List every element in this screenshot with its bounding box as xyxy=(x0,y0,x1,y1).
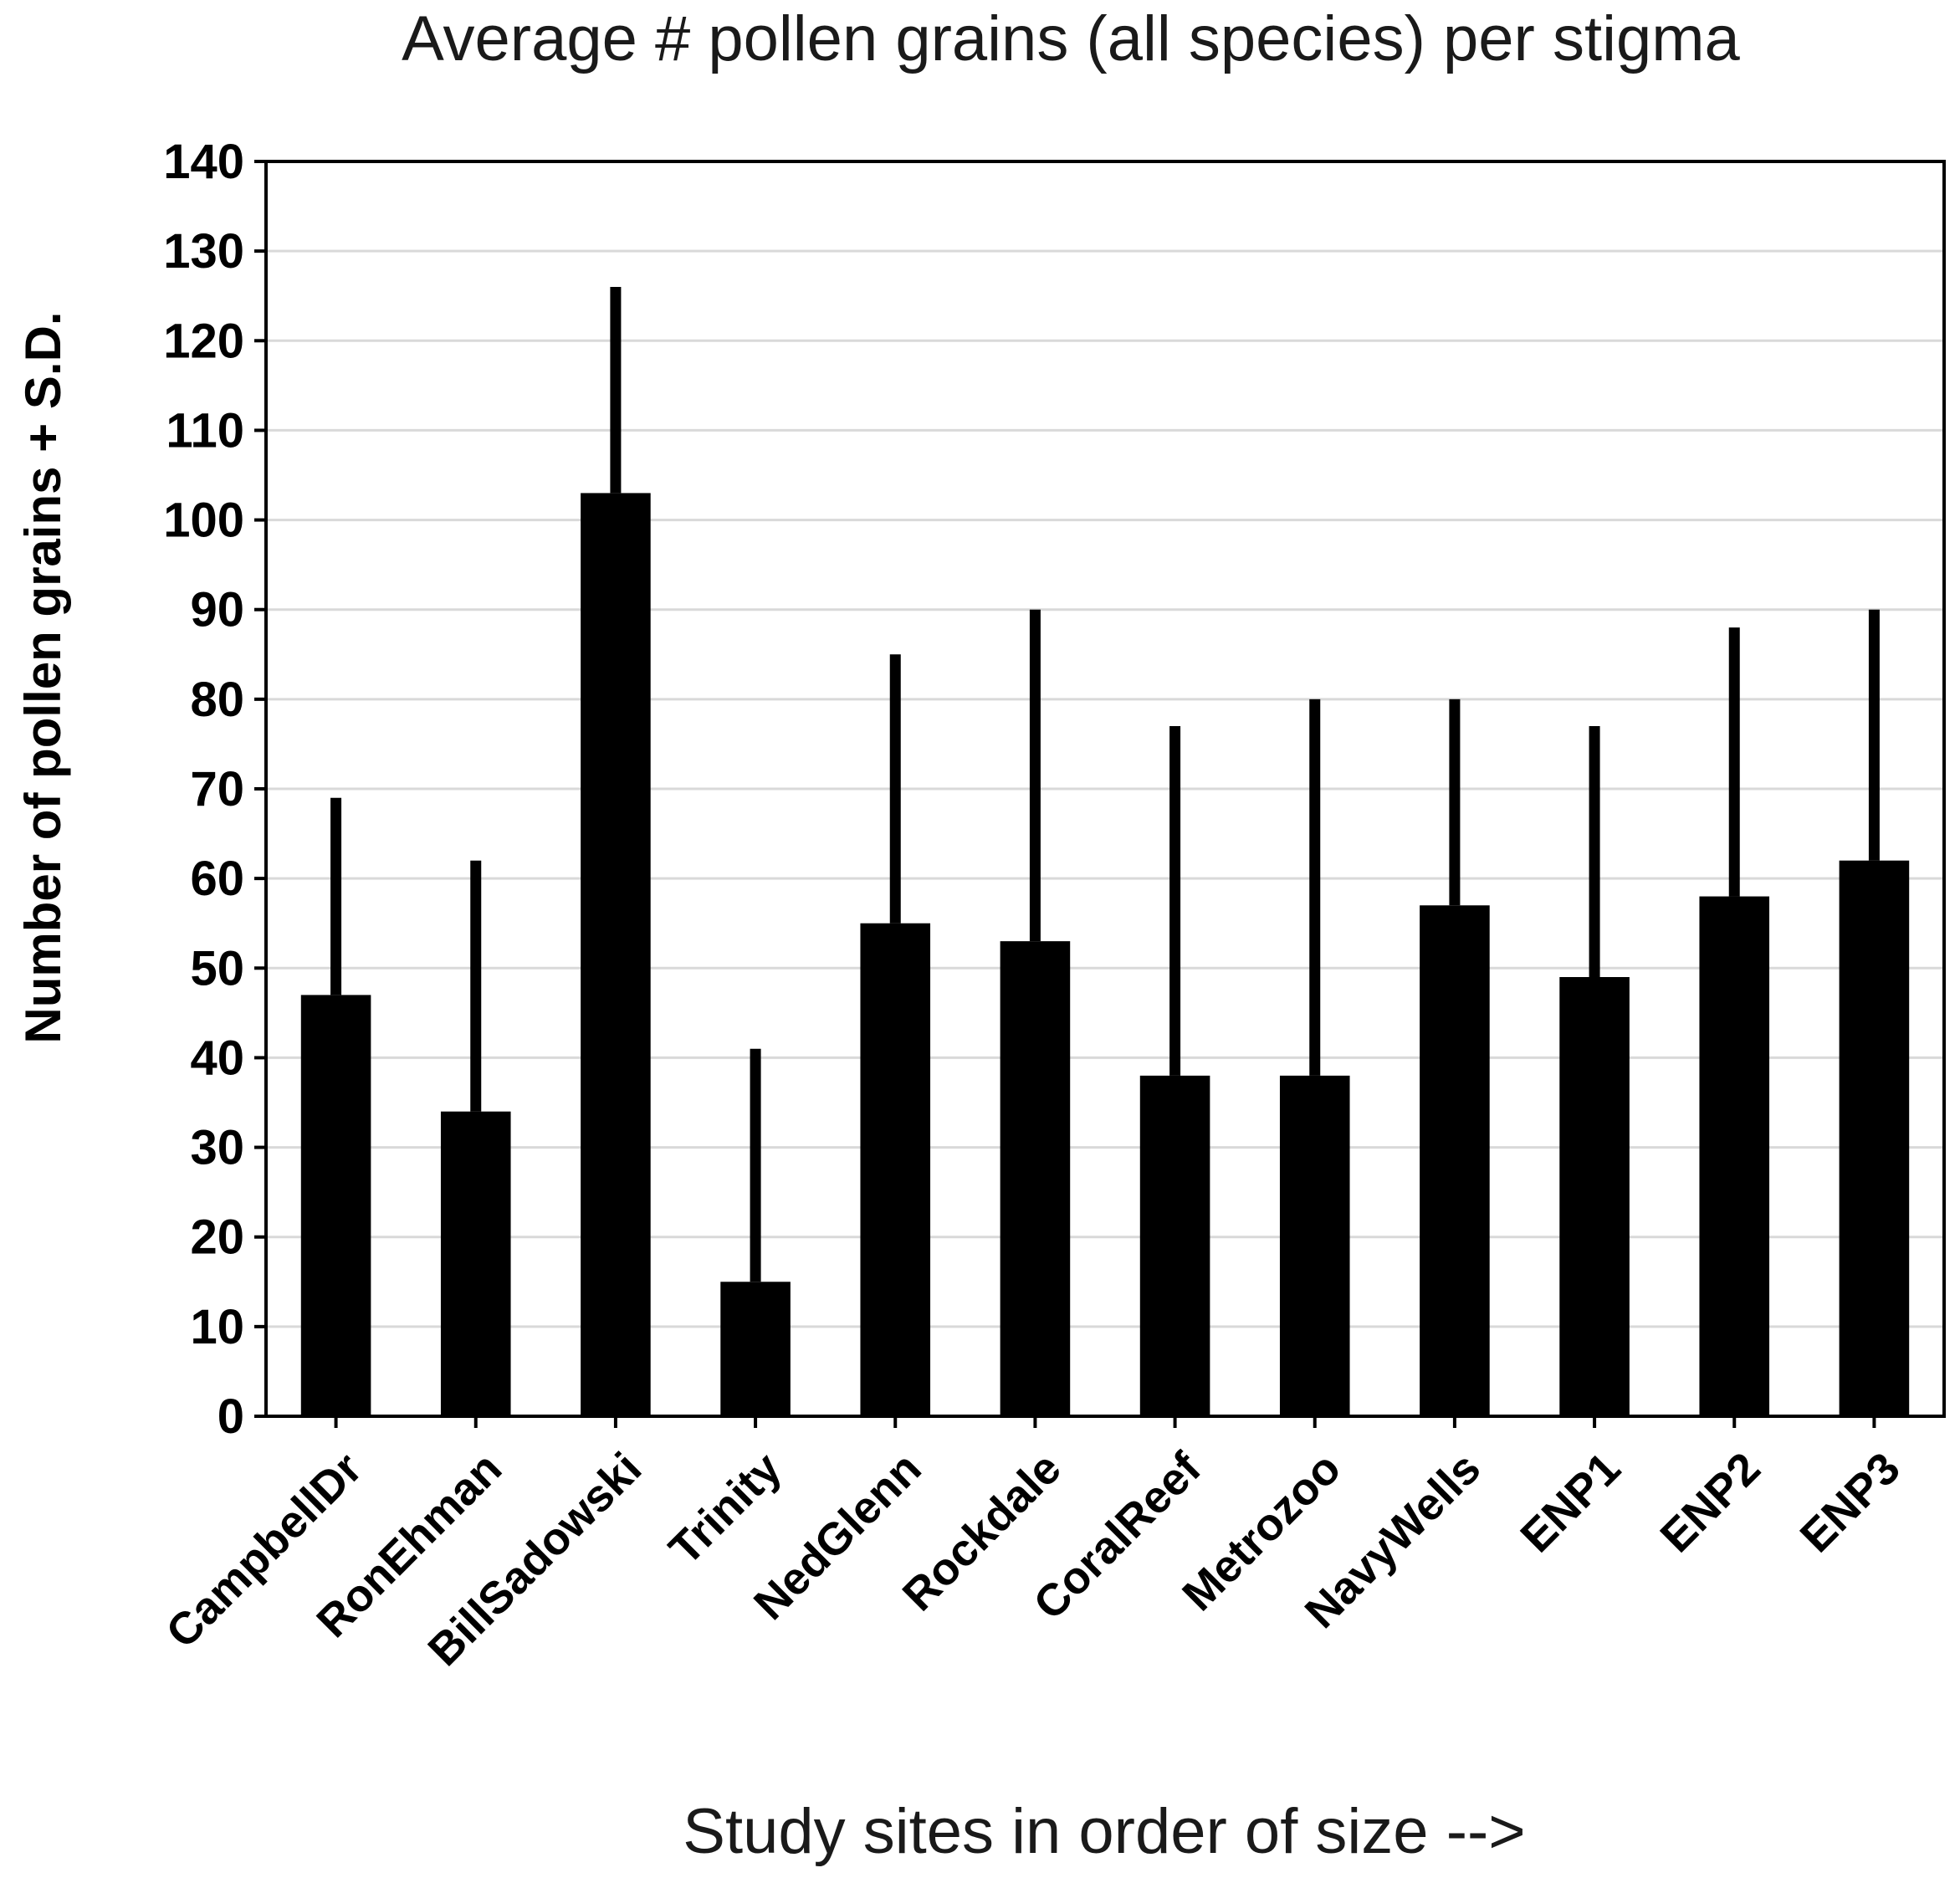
y-tick-label: 100 xyxy=(163,494,244,548)
y-tick-label: 40 xyxy=(190,1031,244,1085)
bar-NavyWells xyxy=(1420,905,1490,1416)
chart-title: Average # pollen grains (all species) pe… xyxy=(402,3,1740,74)
y-tick-label: 20 xyxy=(190,1210,244,1265)
bar-ENP3 xyxy=(1839,860,1910,1416)
bar-NedGlenn xyxy=(860,923,931,1416)
bar-CoralReef xyxy=(1139,1075,1210,1416)
x-axis-label: Study sites in order of size --> xyxy=(683,1796,1525,1867)
y-tick-label: 110 xyxy=(166,403,244,458)
y-axis-ticks: 0 10 20 30 40 50 60 70 80 90 100 110 120 130 140 xyxy=(163,135,266,1444)
bar-RonEhman xyxy=(440,1111,511,1416)
bars xyxy=(300,493,1910,1416)
y-tick-label: 120 xyxy=(163,314,244,368)
x-tick-label: ENP2 xyxy=(1651,1443,1770,1562)
y-tick-label: 130 xyxy=(163,224,244,279)
y-tick-label: 10 xyxy=(190,1300,244,1354)
bar-BillSadowski xyxy=(581,493,651,1416)
y-tick-label: 30 xyxy=(190,1121,244,1175)
y-tick-label: 140 xyxy=(163,135,244,189)
bar-Metrozoo xyxy=(1279,1075,1350,1416)
bar-Trinity xyxy=(720,1282,791,1416)
bar-ENP1 xyxy=(1559,977,1630,1416)
gridlines xyxy=(266,249,1944,1328)
bar-Rockdale xyxy=(1000,941,1071,1416)
x-tick-label: ENP1 xyxy=(1511,1443,1630,1562)
y-tick-label: 70 xyxy=(190,762,244,816)
y-tick-label: 80 xyxy=(190,673,244,727)
y-axis-label: Number of pollen grains + S.D. xyxy=(15,311,71,1043)
x-tick-label: ENP3 xyxy=(1791,1443,1910,1562)
bar-CampbellDr xyxy=(300,995,371,1416)
x-tick-label: Trinity xyxy=(660,1443,791,1574)
bar-ENP2 xyxy=(1699,896,1770,1416)
y-tick-label: 0 xyxy=(217,1389,244,1444)
y-tick-label: 60 xyxy=(190,852,244,906)
y-tick-label: 50 xyxy=(190,941,244,995)
y-tick-label: 90 xyxy=(190,583,244,637)
plot-frame xyxy=(264,160,1946,1418)
error-bars xyxy=(330,287,1880,1282)
